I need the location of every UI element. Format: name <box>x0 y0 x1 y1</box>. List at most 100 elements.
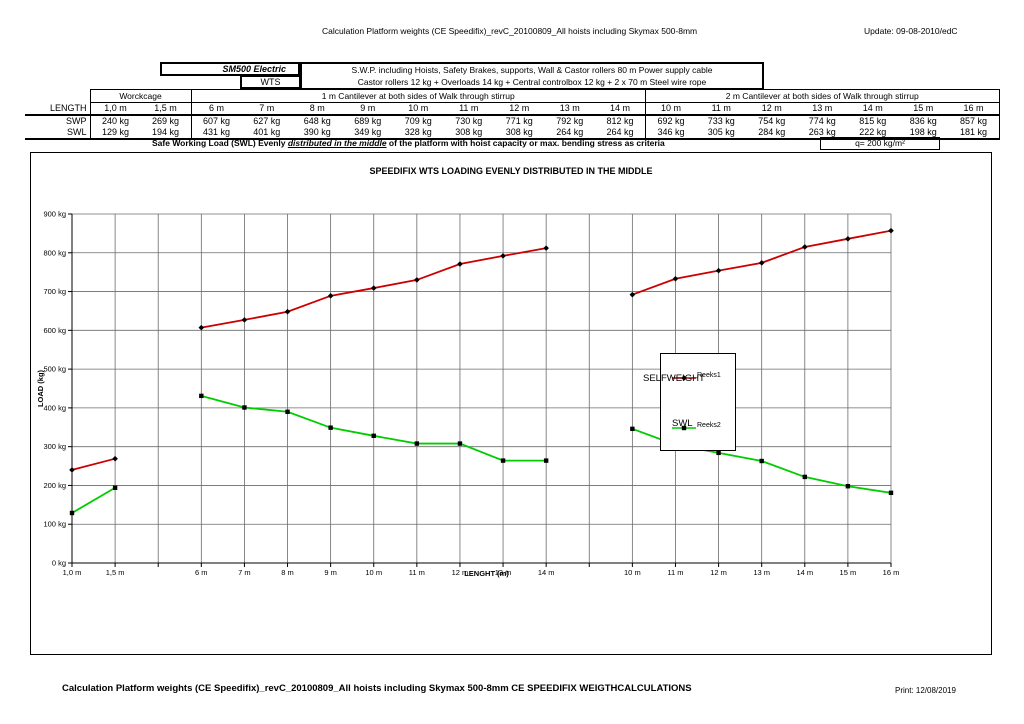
load-density-box: q= 200 kg/m² <box>820 137 940 150</box>
swp-value-cell: 836 kg <box>909 116 937 126</box>
svg-text:10 m: 10 m <box>624 568 641 577</box>
swl-value-cell: 284 kg <box>746 127 797 140</box>
svg-text:12 m: 12 m <box>710 568 727 577</box>
swp-value-cell: 857 kg <box>948 115 1000 127</box>
table-corner-cell <box>25 90 90 103</box>
legend-entry-reeks2: Reeks2 <box>661 422 735 434</box>
legend-entry-label: Reeks2 <box>697 422 721 429</box>
criteria-emphasis: distributed in the middle <box>287 138 387 148</box>
svg-text:14 m: 14 m <box>538 568 555 577</box>
svg-text:12 m: 12 m <box>452 568 469 577</box>
swp-value-cell: 771 kg <box>505 116 533 126</box>
length-header: 13 m <box>544 102 595 116</box>
series-reeks2 <box>69 393 894 516</box>
swl-value-cell: 198 kg <box>898 127 949 140</box>
y-axis-title: LOAD (kg) <box>36 369 45 407</box>
swp-value-cell: 240 kg <box>101 116 130 126</box>
swp-value-cell: 692 kg <box>645 115 696 127</box>
swp-value-cell: 812 kg <box>606 116 634 126</box>
swp-value-cell: 774 kg <box>808 116 836 126</box>
chart-area: SPEEDIFIX WTS LOADING EVENLY DISTRIBUTED… <box>30 152 992 655</box>
length-header: 14 m <box>595 102 646 116</box>
svg-text:11 m: 11 m <box>409 568 425 577</box>
swl-value-cell: 401 kg <box>241 127 292 140</box>
swp-value-cell: 607 kg <box>190 115 242 127</box>
axes <box>68 213 892 567</box>
length-header: 8 m <box>292 102 343 116</box>
length-header: 10 m <box>645 102 696 116</box>
swp-value-cell: 689 kg <box>354 116 382 126</box>
svg-text:900 kg: 900 kg <box>43 210 66 219</box>
print-stamp: Print: 12/08/2019 <box>895 686 956 695</box>
svg-text:700 kg: 700 kg <box>43 287 66 296</box>
swl-value-cell: 129 kg <box>90 127 141 140</box>
swl-value-cell: 390 kg <box>292 127 343 140</box>
swl-value-cell: 263 kg <box>797 127 848 140</box>
swp-value-cell: 627 kg <box>253 116 281 126</box>
svg-text:0 kg: 0 kg <box>52 559 66 568</box>
swp-value-cell: 815 kg <box>859 116 887 126</box>
swl-criteria-note: Safe Working Load (SWL) Evenly distribut… <box>152 138 665 148</box>
chart-title: SPEEDIFIX WTS LOADING EVENLY DISTRIBUTED… <box>369 166 653 176</box>
svg-text:10 m: 10 m <box>365 568 382 577</box>
swl-value-cell: 264 kg <box>595 127 646 140</box>
svg-text:16 m: 16 m <box>883 568 900 577</box>
swp-value-cell: 733 kg <box>707 116 735 126</box>
wts-label: WTS <box>240 75 301 89</box>
swp-value-cell: 754 kg <box>758 116 786 126</box>
swp-value-cell: 269 kg <box>151 116 180 126</box>
x-axis-tick-labels: 1,0 m 1,5 m 6 m 7 m 8 m 9 m 10 m 11 m 12 m 13 m 14… <box>63 568 900 577</box>
update-stamp: Update: 09-08-2010/edC <box>864 26 958 36</box>
swp-value-cell: 648 kg <box>303 116 331 126</box>
swp-description: S.W.P. including Hoists, Safety Brakes, … <box>351 65 713 75</box>
series-reeks1 <box>69 227 894 473</box>
length-header: 7 m <box>241 102 292 116</box>
swl-value-cell: 194 kg <box>140 127 191 140</box>
length-header: 13 m <box>797 102 848 116</box>
svg-text:11 m: 11 m <box>667 568 683 577</box>
length-header: 12 m <box>494 102 545 116</box>
document-header-title: Calculation Platform weights (CE Speedif… <box>322 26 698 36</box>
svg-text:300 kg: 300 kg <box>43 442 66 451</box>
svg-text:6 m: 6 m <box>195 568 208 577</box>
swl-value-cell: 222 kg <box>847 127 898 140</box>
legend-marker-sample <box>672 425 696 431</box>
group-header-2: 2 m Cantilever at both sides of Walk thr… <box>645 89 1000 103</box>
series-annotation-swl: SWL <box>672 418 693 429</box>
swp-value-cell: 792 kg <box>556 116 584 126</box>
wts-description: Castor rollers 12 kg + Overloads 14 kg +… <box>357 77 707 87</box>
swl-value-cell: 305 kg <box>696 127 747 140</box>
group-header-0: Worckcage <box>89 89 192 103</box>
loading-chart: 0 kg 100 kg 200 kg 300 kg 400 kg 500 kg 600 kg… <box>36 210 900 579</box>
chart-legend: Reeks1 Reeks2 <box>660 353 736 451</box>
spec-description-box: S.W.P. including Hoists, Safety Brakes, … <box>300 62 764 90</box>
length-header: 11 m <box>443 102 494 116</box>
criteria-prefix: Safe Working Load (SWL) Evenly <box>152 138 288 148</box>
length-header: 12 m <box>746 102 797 116</box>
swl-value-cell: 431 kg <box>190 127 242 140</box>
swl-value-cell: 349 kg <box>342 127 393 140</box>
svg-text:500 kg: 500 kg <box>43 365 66 374</box>
group-header-1: 1 m Cantilever at both sides of Walk thr… <box>190 89 646 103</box>
svg-text:9 m: 9 m <box>324 568 337 577</box>
length-header: 11 m <box>696 102 747 116</box>
svg-text:13 m: 13 m <box>495 568 512 577</box>
legend-marker-sample <box>672 375 696 381</box>
svg-text:15 m: 15 m <box>840 568 857 577</box>
swl-value-cell: 308 kg <box>494 127 545 140</box>
swp-value-cell: 730 kg <box>455 116 483 126</box>
svg-text:200 kg: 200 kg <box>43 481 66 490</box>
legend-entry-reeks1: Reeks1 <box>661 372 735 384</box>
model-label: SM500 Electric <box>160 62 300 76</box>
length-header: 6 m <box>190 102 242 116</box>
svg-text:1,0 m: 1,0 m <box>63 568 82 577</box>
y-axis-tick-labels: 0 kg 100 kg 200 kg 300 kg 400 kg 500 kg 600 kg… <box>43 210 66 568</box>
svg-text:400 kg: 400 kg <box>43 403 66 412</box>
criteria-suffix: of the platform with hoist capacity or m… <box>386 138 665 148</box>
swl-value-cell: 346 kg <box>645 127 696 140</box>
x-axis-title: LENGHT (m) <box>464 569 509 578</box>
swp-row-label: SWP <box>25 115 91 127</box>
length-header: 1,5 m <box>140 102 191 116</box>
swl-value-cell: 328 kg <box>393 127 444 140</box>
length-header: 16 m <box>948 102 1000 116</box>
